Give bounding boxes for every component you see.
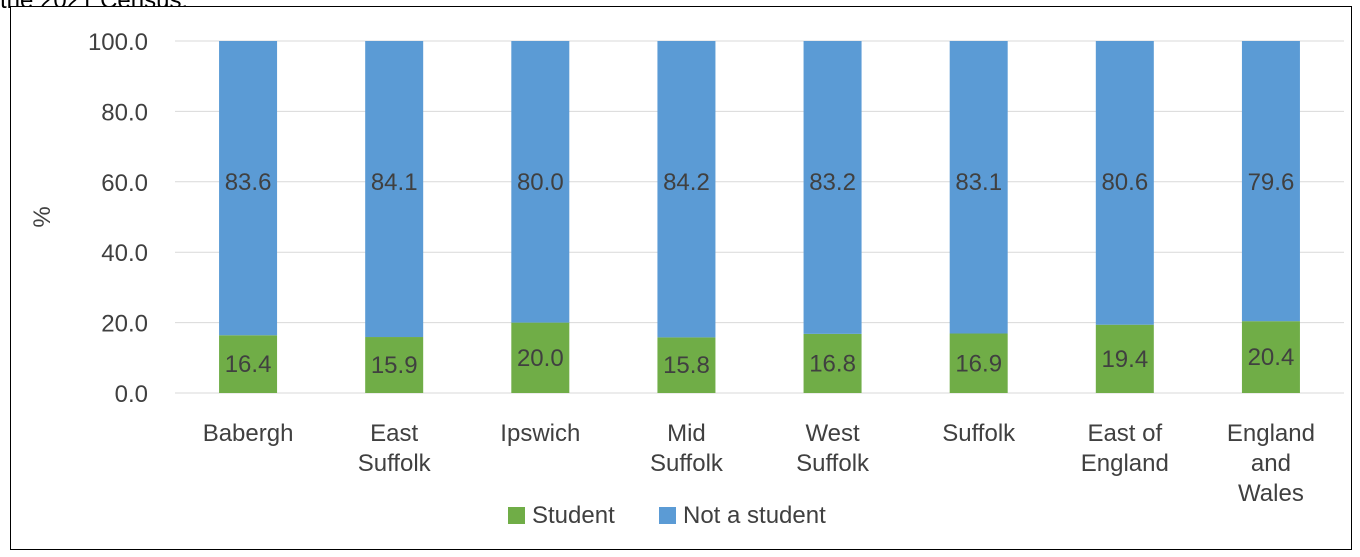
data-label-not-a-student: 79.6 <box>1248 169 1295 196</box>
x-tick-label: Suffolk <box>358 450 432 477</box>
data-label-not-a-student: 80.0 <box>517 169 564 196</box>
bar-student <box>1095 324 1154 393</box>
y-tick-label: 100.0 <box>88 29 148 56</box>
y-tick-label: 20.0 <box>101 311 148 338</box>
x-tick-label: Babergh <box>203 420 294 447</box>
legend-swatch-not-a-student <box>659 507 676 524</box>
bar-not-a-student <box>657 41 716 338</box>
data-label-not-a-student: 83.2 <box>809 169 856 196</box>
x-tick-label: Suffolk <box>650 450 724 477</box>
x-tick-label: West <box>805 420 860 447</box>
data-label-student: 16.9 <box>955 350 1002 377</box>
legend-label-not-a-student: Not a student <box>683 502 826 529</box>
bar-student <box>1241 321 1300 393</box>
bar-not-a-student <box>949 41 1008 334</box>
bar-not-a-student <box>1095 41 1154 325</box>
y-tick-label: 80.0 <box>101 99 148 126</box>
bar-not-a-student <box>365 41 424 338</box>
bar-not-a-student <box>1241 41 1300 322</box>
x-tick-label: and <box>1251 450 1291 477</box>
x-tick-label: England <box>1081 450 1169 477</box>
legend-swatch-student <box>508 507 525 524</box>
bar-student <box>365 337 424 393</box>
data-label-student: 19.4 <box>1101 346 1148 373</box>
y-tick-label: 40.0 <box>101 240 148 267</box>
data-label-not-a-student: 83.1 <box>955 169 1002 196</box>
data-label-not-a-student: 80.6 <box>1101 169 1148 196</box>
bar-student <box>949 333 1008 393</box>
bar-not-a-student <box>511 41 570 323</box>
data-label-student: 15.8 <box>663 352 710 379</box>
data-label-not-a-student: 83.6 <box>225 169 272 196</box>
y-axis-title: % <box>29 206 56 227</box>
data-label-not-a-student: 84.2 <box>663 169 710 196</box>
x-tick-label: England <box>1227 420 1315 447</box>
y-tick-label: 60.0 <box>101 170 148 197</box>
data-label-not-a-student: 84.1 <box>371 169 418 196</box>
x-tick-label: Mid <box>667 420 706 447</box>
x-tick-label: Ipswich <box>500 420 580 447</box>
x-tick-label: Suffolk <box>796 450 870 477</box>
bar-student <box>803 333 862 393</box>
data-label-student: 20.0 <box>517 345 564 372</box>
bar-not-a-student <box>219 41 278 336</box>
x-tick-label: East <box>370 420 418 447</box>
data-label-student: 20.4 <box>1248 344 1295 371</box>
data-label-student: 16.4 <box>225 351 272 378</box>
data-label-student: 15.9 <box>371 352 418 379</box>
bar-student <box>219 335 278 393</box>
bar-not-a-student <box>803 41 862 334</box>
x-tick-label: Wales <box>1238 480 1304 507</box>
y-tick-label: 0.0 <box>115 381 148 408</box>
x-tick-label: East of <box>1087 420 1162 447</box>
data-label-student: 16.8 <box>809 350 856 377</box>
bar-student <box>657 337 716 393</box>
legend-label-student: Student <box>532 502 615 529</box>
bar-student <box>511 322 570 393</box>
x-tick-label: Suffolk <box>942 420 1016 447</box>
